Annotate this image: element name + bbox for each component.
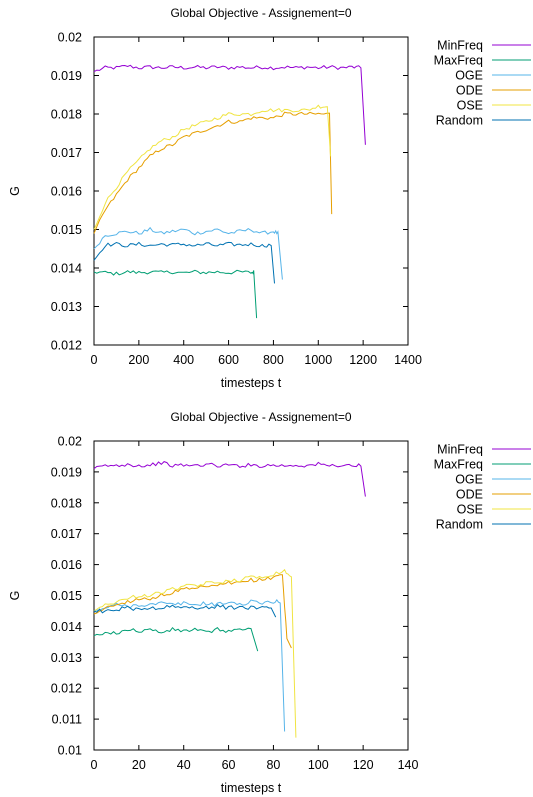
chart-1: Global Objective - Assignement=0 0.012 0.0… (8, 6, 531, 390)
x-tick-label: 0 (91, 758, 98, 772)
legend-label: OGE (455, 473, 483, 487)
x-tick-label: 40 (177, 758, 191, 772)
chart-2: Global Objective - Assignement=0 0.01 0.01… (8, 410, 531, 795)
series-line-oge (93, 599, 286, 732)
y-tick-label: 0.014 (51, 262, 82, 276)
y-tick-label: 0.015 (51, 589, 82, 603)
y-tick-label: 0.014 (51, 620, 82, 634)
y-tick-label: 0.015 (51, 223, 82, 237)
x-tick-label: 0 (91, 353, 98, 367)
y-tick-label: 0.01 (58, 744, 82, 758)
legend-label: ODE (456, 488, 483, 502)
x-tick-label: 120 (353, 758, 374, 772)
x-axis-label: timesteps t (221, 376, 282, 390)
x-tick-label: 140 (398, 758, 419, 772)
y-axis-label: G (8, 591, 22, 601)
y-axis-label: G (8, 186, 22, 196)
plot-frame (93, 36, 409, 346)
plot-frame (93, 440, 409, 751)
series-line-ode (93, 574, 292, 649)
x-axis-label: timesteps t (221, 781, 282, 795)
x-tick-label: 80 (266, 758, 280, 772)
series-line-random (93, 241, 275, 284)
series-line-oge (93, 226, 283, 280)
x-tick-label: 800 (263, 353, 284, 367)
series-line-ose (93, 568, 297, 738)
legend-label: Random (436, 518, 483, 532)
y-tick-label: 0.02 (58, 435, 82, 449)
y-tick-label: 0.013 (51, 300, 82, 314)
x-tick-label: 1200 (349, 353, 377, 367)
x-tick-label: 400 (173, 353, 194, 367)
series-line-ode (93, 111, 333, 234)
legend-label: OSE (457, 99, 483, 113)
y-tick-label: 0.013 (51, 651, 82, 665)
y-tick-label: 0.02 (58, 31, 82, 45)
legend-label: ODE (456, 84, 483, 98)
y-tick-label: 0.018 (51, 108, 82, 122)
y-tick-label: 0.012 (51, 339, 82, 353)
y-tick-label: 0.016 (51, 558, 82, 572)
series-line-minfreq (93, 64, 366, 145)
y-tick-label: 0.016 (51, 185, 82, 199)
y-tick-label: 0.017 (51, 527, 82, 541)
legend-label: MaxFreq (434, 458, 483, 472)
y-tick-label: 0.019 (51, 465, 82, 479)
legend-label: MinFreq (437, 443, 483, 457)
y-tick-label: 0.012 (51, 682, 82, 696)
legend-label: Random (436, 114, 483, 128)
series-line-maxfreq (93, 626, 259, 652)
series-line-minfreq (93, 461, 366, 497)
x-tick-label: 200 (128, 353, 149, 367)
legend-label: OGE (455, 69, 483, 83)
chart-title: Global Objective - Assignement=0 (170, 6, 351, 20)
x-tick-label: 20 (132, 758, 146, 772)
legend-label: MaxFreq (434, 54, 483, 68)
x-tick-label: 600 (218, 353, 239, 367)
x-tick-label: 1000 (304, 353, 332, 367)
series-line-random (93, 603, 277, 618)
x-tick-label: 100 (308, 758, 329, 772)
legend-label: MinFreq (437, 39, 483, 53)
x-tick-label: 60 (222, 758, 236, 772)
y-tick-label: 0.018 (51, 496, 82, 510)
y-tick-label: 0.011 (52, 713, 82, 727)
series-line-ose (93, 104, 332, 230)
series-line-maxfreq (93, 269, 258, 319)
chart-title: Global Objective - Assignement=0 (170, 410, 351, 424)
y-tick-label: 0.019 (51, 69, 82, 83)
y-tick-label: 0.017 (51, 146, 82, 160)
legend-label: OSE (457, 503, 483, 517)
x-tick-label: 1400 (394, 353, 422, 367)
